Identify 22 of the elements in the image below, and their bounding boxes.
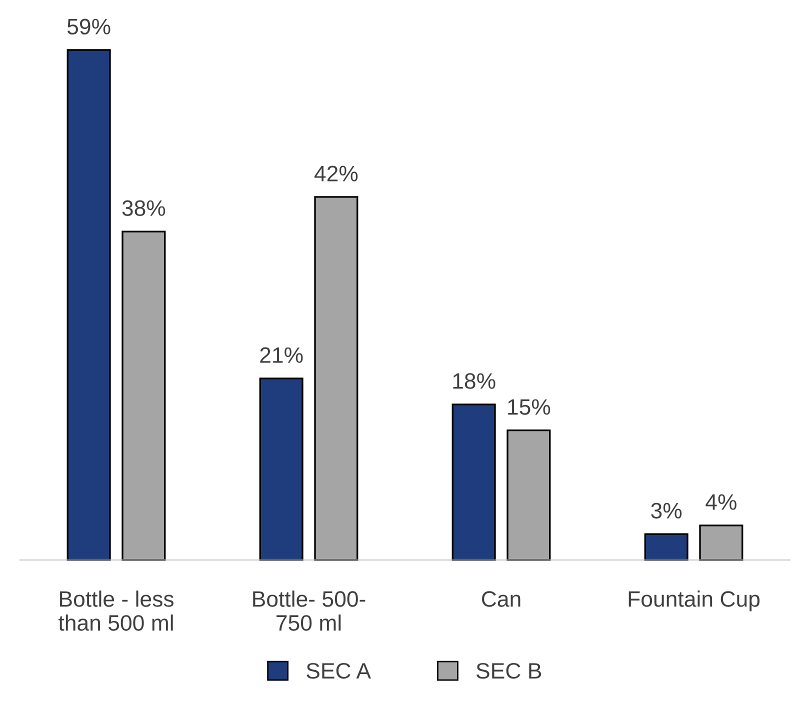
- data-label: 4%: [706, 494, 736, 510]
- legend-label: SEC B: [476, 662, 542, 679]
- bar: [66, 49, 111, 561]
- data-label: 59%: [67, 18, 110, 34]
- x-tick-label: Fountain Cup: [628, 590, 760, 612]
- data-label: 38%: [122, 200, 166, 216]
- data-label: 21%: [260, 347, 303, 363]
- x-tick-label: Bottle- 500- 750 ml: [253, 590, 366, 631]
- bar: [314, 196, 358, 561]
- x-tick-label: Can: [482, 591, 520, 607]
- bar: [506, 430, 551, 561]
- legend-label: SEC A: [306, 662, 372, 679]
- bar: [452, 404, 496, 561]
- x-tick-label: Bottle - less than 500 ml: [58, 590, 174, 631]
- data-label: 42%: [314, 166, 358, 182]
- bar: [259, 378, 304, 561]
- data-label: 3%: [651, 502, 682, 519]
- bar: [644, 533, 688, 561]
- data-label: 15%: [508, 399, 550, 415]
- data-label: 18%: [453, 373, 496, 389]
- bar: [699, 524, 744, 561]
- bar: [122, 230, 166, 561]
